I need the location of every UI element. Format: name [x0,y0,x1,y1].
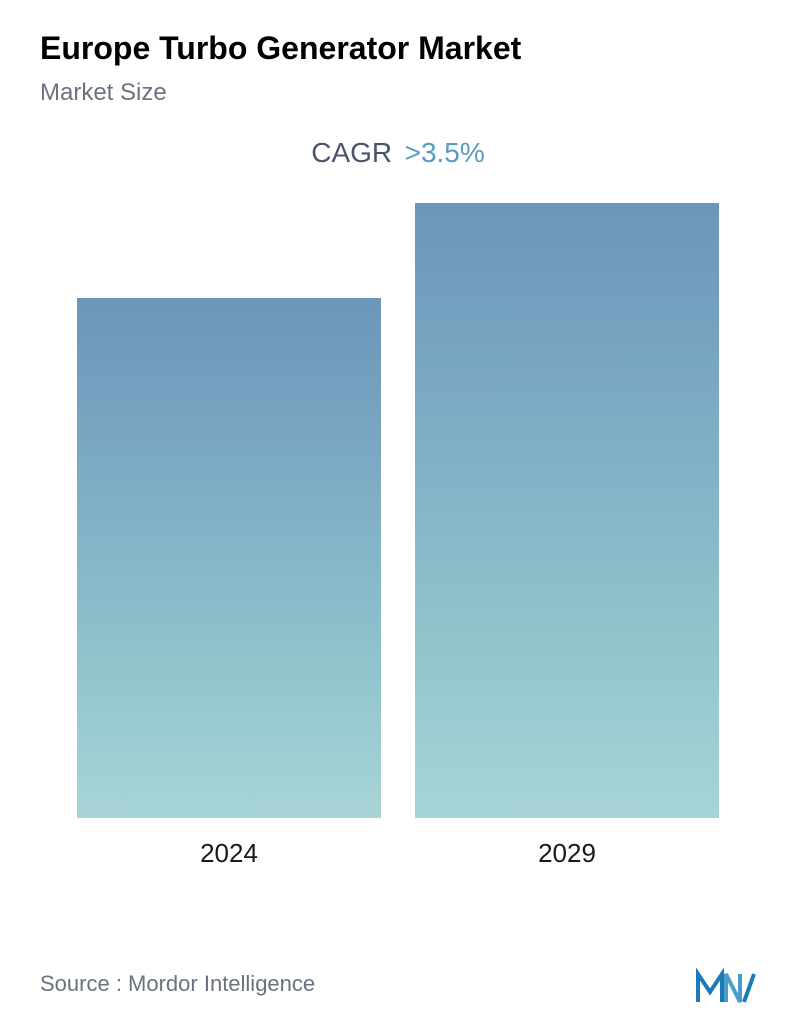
mordor-logo-icon [696,964,756,1004]
footer: Source : Mordor Intelligence [40,964,756,1004]
bar-group-2024: 2024 [77,298,381,869]
chart-subtitle: Market Size [40,79,756,107]
bar-label-2024: 2024 [200,838,258,869]
chart-area: 2024 2029 [40,249,756,869]
bar-group-2029: 2029 [415,203,719,869]
chart-title: Europe Turbo Generator Market [40,30,756,67]
cagr-value: >3.5% [405,137,485,168]
bar-2029 [415,203,719,818]
cagr-container: CAGR >3.5% [40,137,756,169]
bar-label-2029: 2029 [538,838,596,869]
bar-2024 [77,298,381,818]
source-text: Source : Mordor Intelligence [40,971,315,997]
cagr-label: CAGR [311,137,392,168]
